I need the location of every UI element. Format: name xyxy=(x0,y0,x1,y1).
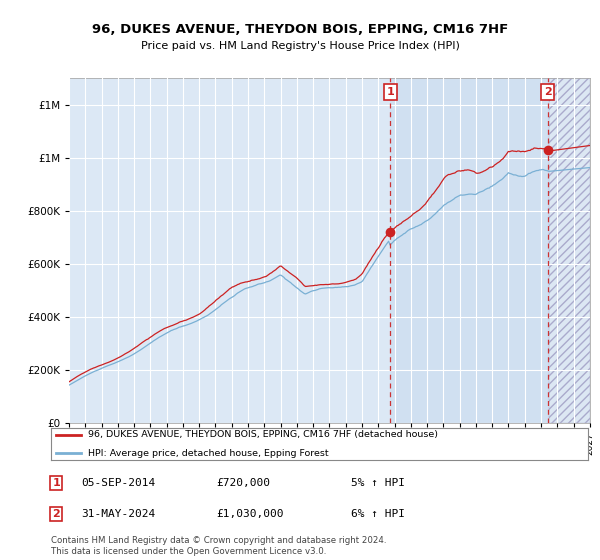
Text: 1: 1 xyxy=(52,478,60,488)
Text: 05-SEP-2014: 05-SEP-2014 xyxy=(81,478,155,488)
Text: 2: 2 xyxy=(544,87,551,97)
Text: Price paid vs. HM Land Registry's House Price Index (HPI): Price paid vs. HM Land Registry's House … xyxy=(140,41,460,51)
Bar xyxy=(549,78,590,423)
Text: 96, DUKES AVENUE, THEYDON BOIS, EPPING, CM16 7HF: 96, DUKES AVENUE, THEYDON BOIS, EPPING, … xyxy=(92,22,508,36)
Text: 2: 2 xyxy=(52,508,60,519)
Text: HPI: Average price, detached house, Epping Forest: HPI: Average price, detached house, Eppi… xyxy=(88,449,328,458)
Text: 6% ↑ HPI: 6% ↑ HPI xyxy=(351,508,405,519)
Text: 31-MAY-2024: 31-MAY-2024 xyxy=(81,508,155,519)
Text: 5% ↑ HPI: 5% ↑ HPI xyxy=(351,478,405,488)
Bar xyxy=(549,78,590,423)
Text: 96, DUKES AVENUE, THEYDON BOIS, EPPING, CM16 7HF (detached house): 96, DUKES AVENUE, THEYDON BOIS, EPPING, … xyxy=(88,431,437,440)
Text: £720,000: £720,000 xyxy=(216,478,270,488)
Text: 1: 1 xyxy=(386,87,394,97)
Bar xyxy=(391,78,590,423)
Text: £1,030,000: £1,030,000 xyxy=(216,508,284,519)
Text: Contains HM Land Registry data © Crown copyright and database right 2024.
This d: Contains HM Land Registry data © Crown c… xyxy=(51,536,386,556)
